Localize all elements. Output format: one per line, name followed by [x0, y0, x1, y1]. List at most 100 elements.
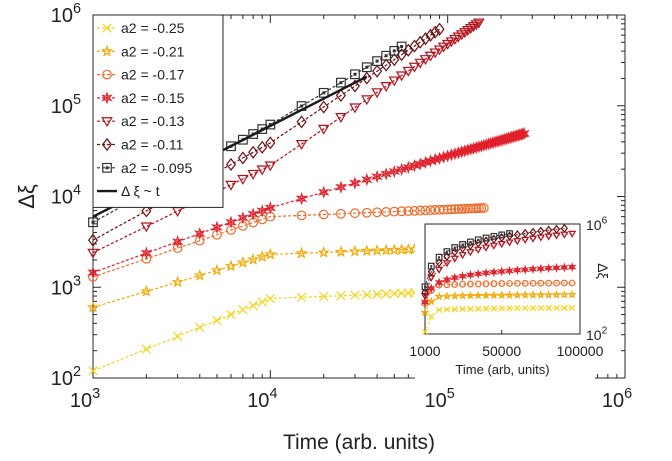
- data-point: [335, 113, 347, 124]
- marker-shape: [256, 204, 269, 218]
- marker-center: [392, 170, 396, 173]
- marker-stroke: [372, 289, 382, 299]
- marker-stroke: [238, 305, 248, 315]
- marker-shape: [443, 251, 451, 262]
- marker-shape: [100, 44, 114, 57]
- marker-shape: [521, 279, 529, 287]
- inset-data-point: [568, 230, 577, 238]
- marker-shape: [551, 289, 562, 299]
- marker-shape: [349, 176, 361, 190]
- marker-center: [453, 246, 456, 249]
- marker-center: [555, 266, 558, 269]
- marker-shape: [295, 246, 308, 259]
- data-point: [425, 28, 436, 42]
- marker-shape: [226, 141, 236, 152]
- data-point: [237, 174, 249, 185]
- marker-center: [145, 251, 148, 255]
- data-point: [468, 203, 479, 214]
- marker-center: [400, 168, 403, 171]
- inset-y-tick-label: 106: [586, 216, 608, 233]
- marker-shape: [490, 280, 498, 288]
- marker-shape: [348, 244, 362, 257]
- data-point: [193, 226, 206, 241]
- marker-shape: [101, 137, 113, 152]
- marker-shape: [489, 267, 499, 278]
- marker-center: [413, 164, 416, 167]
- data-point: [467, 22, 480, 33]
- legend-label: a2 = -0.17: [121, 67, 185, 83]
- marker-shape: [520, 264, 530, 275]
- data-point: [247, 207, 259, 221]
- data-point: [419, 55, 432, 66]
- legend-swatch-marker: [100, 44, 114, 57]
- marker-center: [438, 256, 441, 259]
- marker-shape: [529, 279, 537, 287]
- legend-swatch-marker: [101, 137, 113, 152]
- x-tick-label: 106: [602, 386, 632, 412]
- data-point: [395, 71, 408, 82]
- inset-data-point: [459, 280, 466, 288]
- data-point: [237, 211, 249, 225]
- marker-shape: [141, 204, 152, 218]
- marker-center: [353, 181, 357, 185]
- marker-shape: [443, 248, 451, 255]
- inset-data-point: [482, 305, 490, 312]
- data-point: [403, 206, 414, 216]
- inset-data-point: [506, 280, 513, 287]
- marker-center: [215, 226, 219, 229]
- inset-series: [420, 261, 577, 308]
- marker-center: [563, 266, 566, 269]
- marker-center: [365, 65, 369, 69]
- marker-shape: [295, 191, 308, 206]
- inset-data-point: [521, 304, 529, 312]
- data-point: [360, 244, 373, 257]
- inset-data-point: [451, 244, 459, 251]
- inset-data-point: [513, 230, 521, 240]
- data-point: [318, 100, 329, 114]
- inset-y-tick-label: 102: [586, 326, 608, 343]
- data-point: [336, 291, 346, 301]
- marker-shape: [518, 126, 530, 141]
- marker-stroke: [195, 322, 205, 333]
- inset-data-point: [427, 267, 435, 277]
- inset-data-point: [520, 264, 530, 275]
- marker-shape: [442, 204, 453, 215]
- marker-center: [105, 96, 109, 100]
- inset-data-point: [529, 279, 537, 287]
- marker-shape: [171, 275, 184, 288]
- marker-shape: [537, 279, 545, 287]
- data-point: [256, 250, 269, 263]
- marker-shape: [380, 82, 392, 92]
- data-point: [434, 22, 445, 36]
- marker-center: [485, 272, 487, 274]
- inset-data-point: [443, 248, 451, 255]
- marker-shape: [237, 134, 248, 145]
- data-point: [389, 206, 400, 217]
- data-point: [225, 180, 237, 191]
- data-point: [171, 234, 184, 249]
- marker-shape: [409, 205, 420, 216]
- marker-shape: [473, 268, 483, 279]
- inset-data-point: [421, 283, 429, 291]
- inset-data-point: [434, 291, 444, 301]
- marker-stroke: [248, 300, 258, 311]
- legend-swatch-marker: [102, 162, 112, 173]
- marker-stroke: [443, 306, 451, 313]
- marker-shape: [560, 223, 568, 233]
- inset-data-point: [482, 234, 490, 242]
- inset-data-point: [434, 277, 444, 288]
- inset-data-point: [465, 290, 476, 300]
- inset-series: [421, 304, 576, 336]
- marker-shape: [101, 117, 113, 128]
- marker-center: [251, 212, 255, 216]
- inset-data-point: [458, 271, 467, 282]
- marker-shape: [403, 206, 414, 216]
- marker-center: [176, 240, 179, 243]
- marker-shape: [544, 289, 554, 299]
- data-point: [247, 169, 259, 180]
- inset-data-point: [545, 225, 553, 235]
- data-point: [414, 58, 426, 69]
- marker-shape: [474, 238, 482, 248]
- inset-data-point: [568, 304, 576, 312]
- data-point: [370, 244, 384, 256]
